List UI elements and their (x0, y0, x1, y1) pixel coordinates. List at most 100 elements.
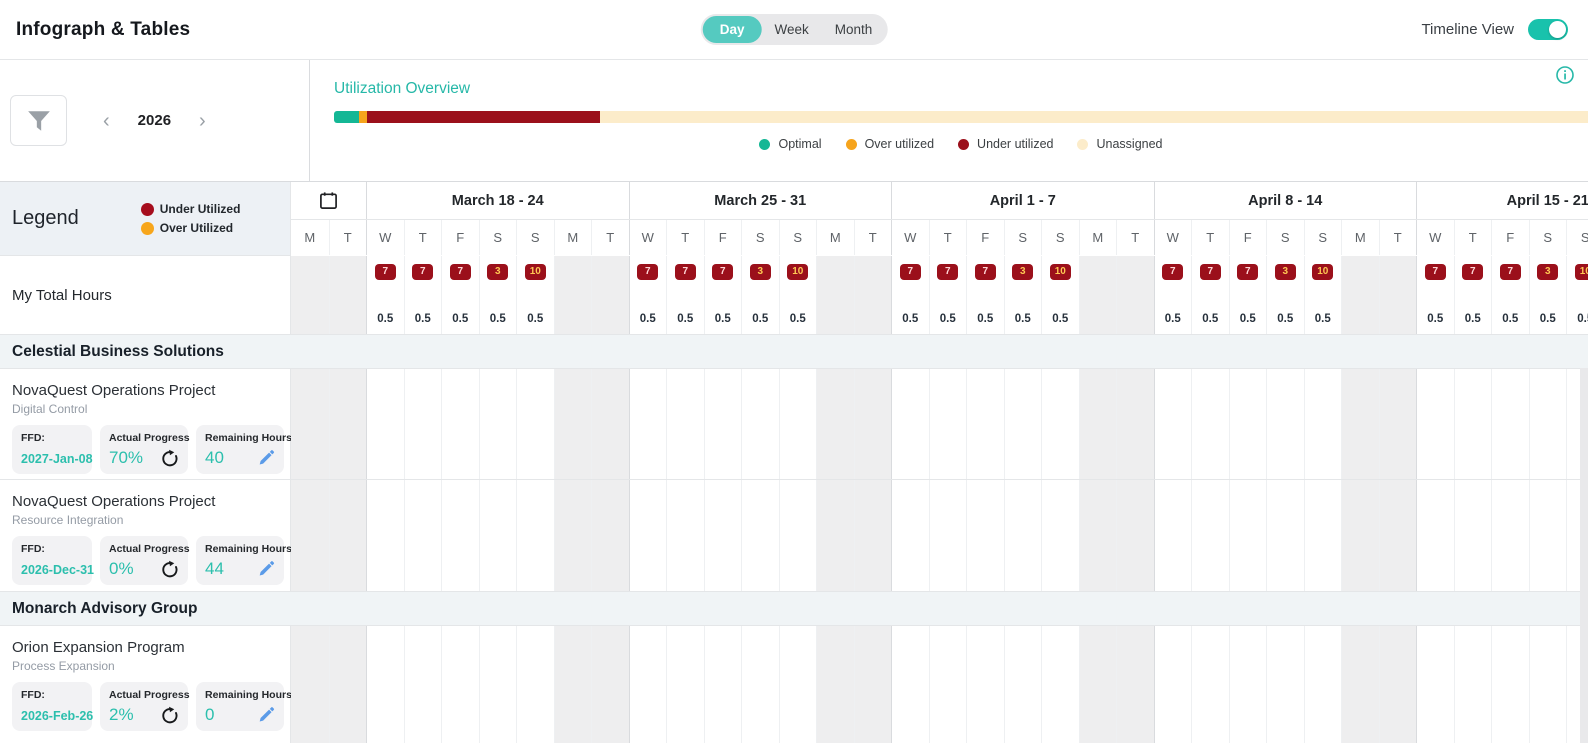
legend-entry: Over Utilized (140, 221, 241, 235)
legend-box: Legend Under Utilized Over Utilized (0, 182, 291, 256)
day-cell (291, 256, 329, 334)
hours-badge[interactable]: 10 (1574, 264, 1588, 280)
day-cell (1191, 626, 1229, 743)
project-row: NovaQuest Operations Project Digital Con… (0, 369, 1588, 480)
hours-badge[interactable]: 7 (1162, 264, 1184, 280)
day-cell (928, 626, 967, 743)
edit-remaining-button[interactable] (257, 449, 275, 467)
tab-day[interactable]: Day (702, 16, 762, 43)
hours-badge[interactable]: 7 (1499, 264, 1521, 280)
ffd-label: FFD: (21, 432, 45, 444)
day-cell: 7 0.5 (1191, 256, 1229, 334)
refresh-icon (162, 560, 178, 577)
prev-year-button[interactable]: ‹ (97, 111, 116, 131)
day-cell (1191, 480, 1229, 591)
day-cell (441, 480, 479, 591)
next-year-button[interactable]: › (193, 111, 212, 131)
day-cell (328, 626, 366, 743)
day-cell (1116, 369, 1154, 479)
legend-label: Over utilized (864, 137, 935, 151)
hours-badge[interactable]: 3 (1537, 264, 1559, 280)
tab-month[interactable]: Month (822, 16, 886, 43)
hours-badge[interactable]: 7 (674, 264, 696, 280)
legend-dot (759, 138, 771, 150)
filter-button[interactable] (10, 95, 67, 146)
hours-badge[interactable]: 7 (412, 264, 434, 280)
hours-badge[interactable]: 3 (1012, 264, 1034, 280)
tab-week[interactable]: Week (761, 16, 821, 43)
day-cell (441, 369, 479, 479)
remaining-label: Remaining Hours (205, 432, 292, 444)
pencil-icon (259, 450, 275, 465)
timeline-view-toggle[interactable] (1528, 19, 1568, 40)
day-cell (1453, 480, 1492, 591)
daily-hours: 0.5 (1239, 313, 1256, 325)
daily-hours: 0.5 (639, 313, 656, 325)
day-cell (778, 369, 817, 479)
reset-progress-button[interactable] (160, 449, 179, 468)
daily-hours: 0.5 (1427, 313, 1444, 325)
hours-badge[interactable]: 7 (1424, 264, 1446, 280)
hours-badge[interactable]: 7 (974, 264, 996, 280)
daily-hours: 0.5 (489, 313, 506, 325)
day-cell (1228, 480, 1267, 591)
utilization-segment (359, 111, 367, 123)
hours-badge[interactable]: 7 (1199, 264, 1221, 280)
day-cell: 7 0.5 (1228, 256, 1267, 334)
day-cell (891, 626, 929, 743)
day-cell (1228, 626, 1267, 743)
reset-progress-button[interactable] (160, 706, 179, 725)
day-cell (1378, 626, 1416, 743)
day-cell: 7 0.5 (703, 256, 742, 334)
day-cell (703, 626, 742, 743)
edit-remaining-button[interactable] (257, 706, 275, 724)
hours-badge[interactable]: 10 (787, 264, 809, 280)
day-cell (328, 480, 366, 591)
reset-progress-button[interactable] (160, 560, 179, 579)
legend-entry: Optimal (759, 137, 822, 151)
project-subtitle: Process Expansion (12, 659, 115, 673)
hours-badge[interactable]: 10 (1312, 264, 1334, 280)
hours-badge[interactable]: 3 (487, 264, 509, 280)
hours-badge[interactable]: 3 (749, 264, 771, 280)
ffd-chip: FFD: 2026-Dec-31 (12, 536, 94, 585)
day-cell (666, 480, 704, 591)
info-icon[interactable] (1556, 66, 1574, 89)
hours-badge[interactable]: 7 (637, 264, 659, 280)
hours-badge[interactable]: 7 (1237, 264, 1259, 280)
day-cell (1266, 480, 1304, 591)
remaining-chip: Remaining Hours 0 (196, 682, 292, 731)
hours-badge[interactable]: 7 (937, 264, 959, 280)
hours-badge[interactable]: 7 (1462, 264, 1484, 280)
hours-badge[interactable]: 7 (712, 264, 734, 280)
funnel-icon (27, 110, 50, 131)
day-cell (1303, 369, 1342, 479)
day-cell (403, 626, 442, 743)
project-subtitle: Resource Integration (12, 513, 124, 527)
daily-hours: 0.5 (1314, 313, 1331, 325)
edit-remaining-button[interactable] (257, 560, 275, 578)
utilization-bar (334, 111, 1588, 123)
hours-badge[interactable]: 10 (1049, 264, 1071, 280)
day-letter: W (1416, 220, 1454, 255)
day-cell (403, 480, 442, 591)
hours-badge[interactable]: 3 (1274, 264, 1296, 280)
day-cell (1528, 480, 1567, 591)
day-cell (853, 626, 891, 743)
week-header-row: March 18 - 24 March 25 - 31 April 1 - 7 Apr… (291, 182, 1588, 220)
hours-badge[interactable]: 7 (374, 264, 396, 280)
hours-badge[interactable]: 7 (899, 264, 921, 280)
day-cell: 7 0.5 (441, 256, 479, 334)
hours-badge[interactable]: 7 (449, 264, 471, 280)
day-cell (1003, 369, 1042, 479)
vertical-scrollbar[interactable] (1580, 368, 1588, 743)
day-cell (1528, 369, 1567, 479)
day-cell (553, 480, 591, 591)
year-label: 2026 (137, 112, 172, 129)
hours-badge[interactable]: 10 (524, 264, 546, 280)
day-cell (741, 480, 779, 591)
remaining-chip: Remaining Hours 44 (196, 536, 292, 585)
day-cell (816, 369, 854, 479)
day-cell (1566, 480, 1588, 591)
project-grid (291, 480, 1588, 591)
